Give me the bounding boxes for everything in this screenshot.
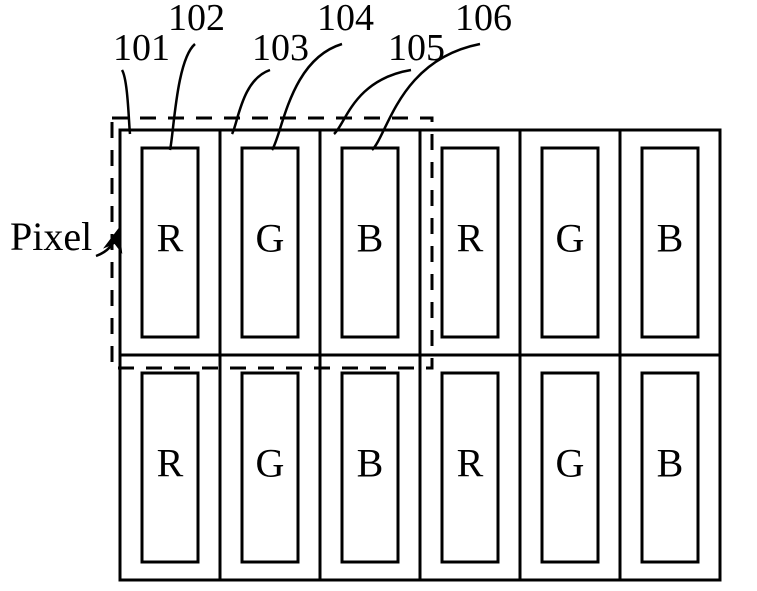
subpixel-letter: B <box>357 216 384 261</box>
pixel-label-text: Pixel <box>10 214 92 259</box>
callout-number: 102 <box>168 0 225 39</box>
subpixel-letter: R <box>457 216 484 261</box>
callout-leader <box>122 70 130 134</box>
subpixel-letter: R <box>457 441 484 486</box>
pixel-label-arrow <box>96 232 118 256</box>
subpixel-letter: G <box>256 441 285 486</box>
subpixel-letter: G <box>256 216 285 261</box>
subpixel-letter: B <box>657 441 684 486</box>
callout-number: 103 <box>252 27 309 69</box>
subpixel-letter: G <box>556 441 585 486</box>
pixel-label-group: Pixel <box>10 214 118 259</box>
subpixel-letter: G <box>556 216 585 261</box>
subpixel-letter: B <box>657 216 684 261</box>
pixel-layout-diagram: RGBRGBRGBRGB 101102103104105106 Pixel <box>0 0 757 591</box>
subpixel-letter: B <box>357 441 384 486</box>
callout-leader <box>232 70 270 134</box>
callout-number: 105 <box>388 27 445 69</box>
callout-number: 106 <box>455 0 512 39</box>
subpixel-letter: R <box>157 216 184 261</box>
subpixel-grid: R G B R G B R G B R G B <box>120 130 720 580</box>
callout-number: 104 <box>317 0 374 39</box>
subpixel-letter: R <box>157 441 184 486</box>
callout-number: 101 <box>113 27 170 69</box>
callout-labels: 101102103104105106 <box>113 0 512 69</box>
